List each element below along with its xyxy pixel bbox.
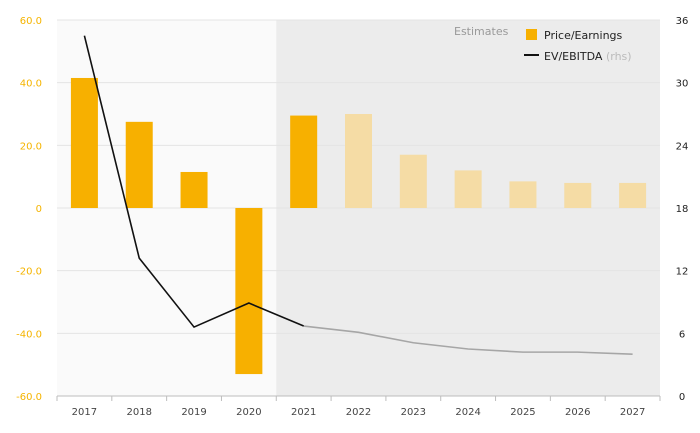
bar-2017: [70, 77, 98, 208]
y-axis-right: 36 30 24 18 12 6 0: [676, 16, 689, 403]
legend-label-ev-ebitda-name: EV/EBITDA: [544, 50, 603, 63]
line-ev-ebitda-actuals: [83, 35, 304, 329]
x-tick-label: 2024: [455, 407, 480, 418]
bar-2018: [125, 121, 153, 208]
y-right-tick-label: 18: [676, 204, 689, 215]
bar-2024: [454, 170, 482, 208]
x-tick-label: 2018: [127, 407, 152, 418]
y-left-tick-label: 0: [36, 204, 42, 215]
y-left-tick-label: -20.0: [16, 267, 42, 278]
x-tick-label: 2023: [401, 407, 426, 418]
bar-2022: [345, 114, 372, 208]
x-axis: 2017 2018 2019 2020 2021 2022 2023 2024 2025 2026…: [56, 395, 661, 418]
bar-2020: [235, 208, 263, 375]
y-axis-left: 60.0 40.0 20.0 0 -20.0 -40.0 -60.0: [16, 16, 42, 403]
bar-2025: [509, 181, 537, 208]
y-right-tick-label: 12: [676, 267, 689, 278]
y-right-tick-label: 36: [676, 16, 689, 27]
y-right-tick-label: 24: [676, 141, 689, 152]
y-left-tick-label: 60.0: [20, 16, 42, 27]
x-tick-label: 2025: [510, 407, 535, 418]
y-left-tick-label: -40.0: [16, 329, 42, 340]
line-ev-ebitda-estimates: [303, 325, 633, 356]
y-right-tick-label: 6: [679, 329, 685, 340]
y-left-tick-label: -60.0: [16, 392, 42, 403]
y-right-tick-label: 0: [679, 392, 685, 403]
y-left-tick-label: 20.0: [20, 141, 42, 152]
bar-series: [70, 77, 647, 375]
legend-label-ev-ebitda-suffix: (rhs): [606, 50, 632, 63]
x-tick-label: 2020: [236, 407, 261, 418]
legend-label-ev-ebitda: EV/EBITDA (rhs): [544, 50, 632, 63]
x-tick-label: 2027: [620, 407, 645, 418]
x-tick-label: 2019: [181, 407, 206, 418]
bar-2023: [399, 154, 427, 208]
bar-2021: [290, 115, 318, 208]
bar-2026: [564, 182, 592, 208]
x-tick-label: 2021: [291, 407, 316, 418]
legend: Price/Earnings EV/EBITDA (rhs): [524, 29, 632, 63]
x-tick-label: 2022: [346, 407, 371, 418]
y-right-tick-label: 30: [676, 79, 689, 90]
x-tick-label: 2026: [565, 407, 590, 418]
legend-label-price-earnings: Price/Earnings: [544, 29, 623, 42]
bar-2019: [180, 171, 208, 208]
estimates-label: Estimates: [454, 25, 509, 38]
x-tick-label: 2017: [72, 407, 97, 418]
y-left-tick-label: 40.0: [20, 79, 42, 90]
line-series: [83, 35, 633, 356]
bar-2027: [619, 182, 647, 208]
legend-swatch-price-earnings: [526, 29, 537, 40]
